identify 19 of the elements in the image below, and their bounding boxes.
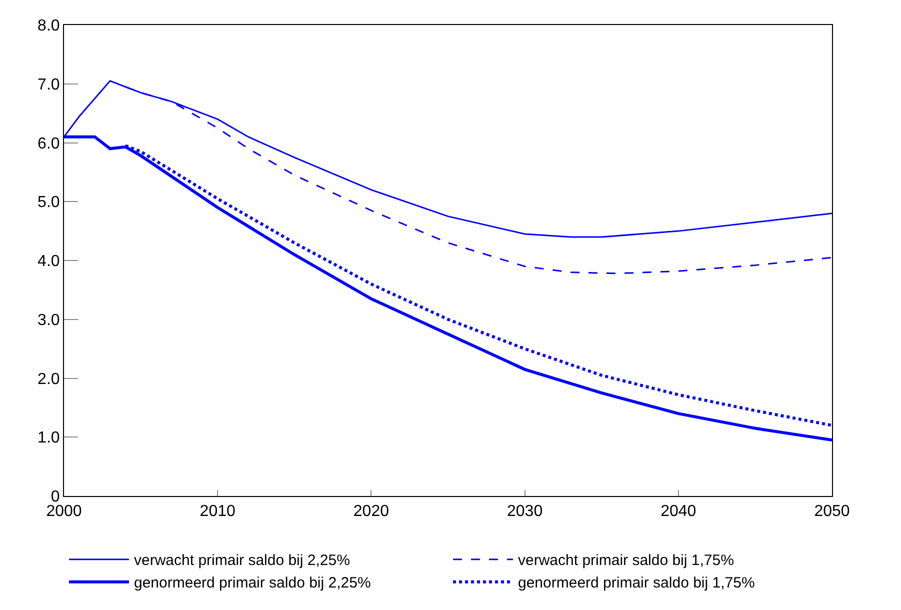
x-tick-label: 2030: [507, 503, 543, 520]
y-tick-label: 2.0: [38, 370, 60, 388]
y-tick-label: 5.0: [38, 194, 60, 212]
legend-label: genormeerd primair saldo bij 2,25%: [134, 574, 371, 592]
x-tick-label: 2010: [200, 503, 236, 520]
x-tick-label: 2000: [46, 503, 82, 520]
x-tick-label: 2040: [660, 503, 696, 520]
x-tick-label: 2050: [814, 503, 850, 520]
x-tick-label: 2020: [353, 503, 390, 520]
y-tick-label: 6.0: [38, 135, 60, 152]
y-tick-label: 8.0: [38, 18, 60, 35]
y-tick-label: 4.0: [38, 253, 60, 270]
legend-label: genormeerd primair saldo bij 1,75%: [518, 574, 755, 592]
y-tick-label: 7.0: [38, 76, 60, 94]
y-tick-label: 1.0: [38, 430, 60, 447]
y-tick-label: 3.0: [38, 312, 60, 329]
y-tick-label: 0: [50, 488, 60, 506]
legend-label: verwacht primair saldo bij 2,25%: [134, 552, 350, 570]
legend-label: verwacht primair saldo bij 1,75%: [518, 552, 734, 570]
